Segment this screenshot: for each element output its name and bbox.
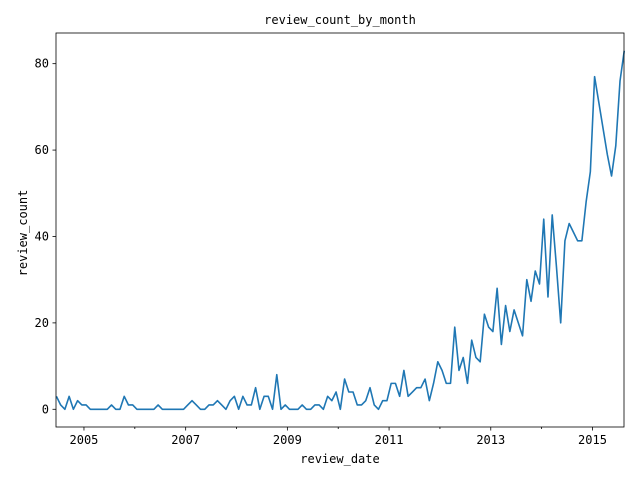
x-tick-label: 2011 (375, 433, 404, 447)
y-tick-label: 60 (35, 143, 49, 157)
x-axis-title: review_date (300, 452, 379, 466)
plot-area: 2005 2007 2009 2011 2013 2015 0 20 40 60 80 (35, 32, 626, 447)
x-tick-label: 2013 (476, 433, 505, 447)
axes-frame (55, 32, 625, 428)
y-tick-label: 20 (35, 316, 49, 330)
x-tick-label: 2005 (70, 433, 99, 447)
x-tick-label: 2007 (171, 433, 200, 447)
series-line-review-count (55, 50, 626, 411)
x-tick-label: 2015 (578, 433, 607, 447)
y-tick-label: 40 (35, 229, 49, 243)
x-tick-label: 2009 (273, 433, 302, 447)
y-tick-label: 0 (42, 402, 49, 416)
y-axis-title: review_count (16, 190, 30, 277)
chart-title: review_count_by_month (264, 13, 416, 27)
y-tick-label: 80 (35, 57, 49, 71)
